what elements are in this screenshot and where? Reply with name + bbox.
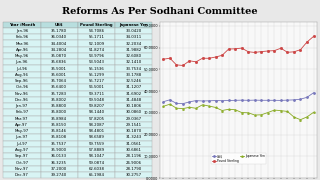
US$ xyxy=(266,99,270,101)
Japanese Yen xyxy=(279,110,283,112)
US$ xyxy=(292,99,296,101)
Japanese Yen xyxy=(181,107,185,110)
US$ xyxy=(233,99,237,101)
US$ xyxy=(174,102,178,104)
Pound Sterling xyxy=(161,58,165,60)
US$ xyxy=(305,96,309,98)
Japanese Yen xyxy=(161,105,165,107)
Pound Sterling xyxy=(174,64,178,66)
Japanese Yen xyxy=(240,111,244,114)
Japanese Yen xyxy=(292,116,296,118)
Pound Sterling xyxy=(240,47,244,49)
Japanese Yen xyxy=(220,109,224,112)
US$ xyxy=(312,92,316,94)
Japanese Yen xyxy=(305,116,309,118)
US$ xyxy=(285,99,289,101)
US$ xyxy=(253,99,257,101)
Japanese Yen xyxy=(260,114,263,116)
Japanese Yen xyxy=(214,106,218,109)
Pound Sterling xyxy=(260,51,263,53)
Japanese Yen xyxy=(174,107,178,109)
Legend: US$, Pound Sterling, Japanese Yen: US$, Pound Sterling, Japanese Yen xyxy=(211,153,266,164)
Japanese Yen xyxy=(188,106,191,108)
US$ xyxy=(201,100,204,102)
Pound Sterling xyxy=(214,56,218,58)
US$ xyxy=(188,101,191,103)
US$ xyxy=(181,103,185,105)
Japanese Yen xyxy=(168,103,172,105)
Pound Sterling xyxy=(266,50,270,52)
US$ xyxy=(246,99,250,101)
Line: Japanese Yen: Japanese Yen xyxy=(163,103,314,120)
US$ xyxy=(227,99,231,102)
US$ xyxy=(214,100,218,102)
Pound Sterling xyxy=(312,35,316,37)
Pound Sterling xyxy=(207,57,211,59)
Pound Sterling xyxy=(299,49,302,51)
Pound Sterling xyxy=(246,51,250,53)
Pound Sterling xyxy=(233,48,237,50)
Japanese Yen xyxy=(266,111,270,114)
Line: Pound Sterling: Pound Sterling xyxy=(163,36,314,66)
Japanese Yen xyxy=(253,114,257,116)
Japanese Yen xyxy=(285,110,289,112)
US$ xyxy=(240,99,244,101)
Pound Sterling xyxy=(279,47,283,49)
US$ xyxy=(207,100,211,102)
Pound Sterling xyxy=(292,51,296,53)
Pound Sterling xyxy=(253,51,257,53)
Japanese Yen xyxy=(233,109,237,111)
Line: US$: US$ xyxy=(163,92,314,104)
Pound Sterling xyxy=(272,50,276,52)
US$ xyxy=(260,99,263,101)
Pound Sterling xyxy=(227,48,231,50)
Pound Sterling xyxy=(188,60,191,62)
Pound Sterling xyxy=(168,57,172,59)
US$ xyxy=(279,99,283,102)
Japanese Yen xyxy=(194,107,198,109)
US$ xyxy=(299,98,302,100)
Pound Sterling xyxy=(305,41,309,43)
Japanese Yen xyxy=(272,109,276,111)
Pound Sterling xyxy=(220,54,224,56)
Japanese Yen xyxy=(201,104,204,106)
US$ xyxy=(220,100,224,102)
US$ xyxy=(272,99,276,101)
Japanese Yen xyxy=(299,119,302,121)
Japanese Yen xyxy=(207,105,211,107)
US$ xyxy=(194,100,198,102)
Pound Sterling xyxy=(201,57,204,59)
Pound Sterling xyxy=(194,61,198,63)
US$ xyxy=(168,99,172,101)
Japanese Yen xyxy=(227,108,231,110)
Pound Sterling xyxy=(285,51,289,53)
Text: Reforms As Per Sodhani Committee: Reforms As Per Sodhani Committee xyxy=(62,7,258,16)
US$ xyxy=(161,101,165,103)
Japanese Yen xyxy=(246,112,250,114)
Japanese Yen xyxy=(312,111,316,113)
Pound Sterling xyxy=(181,64,185,67)
